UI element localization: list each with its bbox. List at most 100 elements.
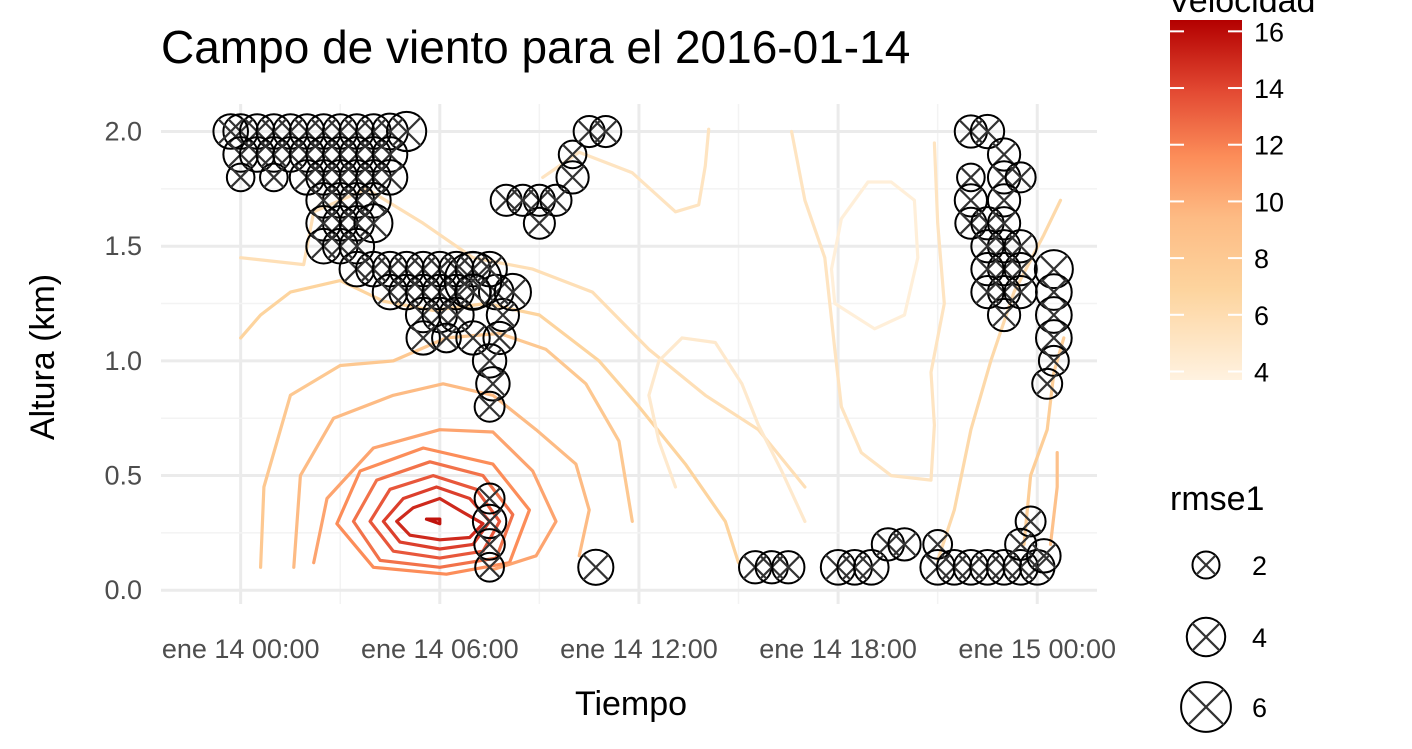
rmse-legend-key-cross	[1195, 554, 1217, 576]
rmse-marker	[589, 114, 623, 149]
rmse-marker-cross	[229, 166, 252, 189]
rmse-marker	[1004, 161, 1037, 194]
rmse-marker-circle	[474, 551, 505, 583]
rmse-marker-cross	[510, 188, 535, 213]
rmse-marker-cross	[1039, 254, 1069, 284]
rmse-marker-cross	[1008, 279, 1034, 305]
rmse-marker-circle	[1034, 319, 1073, 357]
rmse-marker-cross	[410, 325, 437, 351]
y-tick-label: 1.0	[104, 346, 142, 376]
rmse-marker-circle	[986, 183, 1022, 218]
rmse-marker-circle	[887, 527, 922, 562]
rmse-marker	[473, 390, 506, 423]
velocity-legend-title: Velocidad	[1168, 0, 1315, 20]
contour-line	[647, 336, 807, 524]
rmse-marker-cross	[476, 508, 503, 535]
rmse-marker	[1033, 249, 1074, 290]
y-tick-label: 1.5	[104, 231, 142, 261]
rmse-marker	[771, 550, 806, 585]
contour-line	[789, 129, 946, 482]
rmse-marker-circle	[405, 320, 441, 356]
rmse-marker-cross	[1008, 532, 1033, 557]
rmse-marker-cross	[582, 553, 610, 581]
rmse-legend-key-circle	[1191, 550, 1221, 580]
rmse-legend-keys: 2 4 6	[1180, 550, 1267, 733]
rmse-legend-key	[1185, 616, 1227, 658]
rmse-marker	[539, 183, 573, 217]
rmse-marker	[259, 162, 289, 193]
rmse-marker-cross	[358, 208, 388, 238]
rmse-legend-key-label: 2	[1252, 551, 1267, 581]
rmse-marker-circle	[853, 549, 890, 586]
rmse-marker-cross	[974, 118, 1001, 145]
rmse-marker-cross	[892, 531, 917, 557]
rmse-marker-circle	[1034, 296, 1073, 334]
rmse-marker-circle	[212, 113, 249, 150]
rmse-marker-cross	[217, 118, 244, 145]
rmse-marker-cross	[527, 188, 552, 213]
contour-line	[239, 187, 807, 489]
rmse-marker	[1034, 319, 1073, 357]
rmse-marker-circle	[482, 320, 517, 356]
rmse-marker-circle	[473, 482, 506, 515]
rmse-marker	[956, 162, 986, 193]
rmse-marker-cross	[477, 532, 502, 557]
rmse-marker-cross	[494, 188, 519, 213]
rmse-marker	[471, 343, 508, 379]
rmse-marker-cross	[991, 302, 1017, 328]
rmse-marker-circle	[259, 162, 289, 193]
rmse-marker-circle	[1003, 252, 1038, 287]
rmse-marker-cross	[391, 116, 422, 147]
rmse-marker-circle	[1033, 249, 1074, 290]
velocity-colorbar	[1170, 20, 1242, 380]
contour-line	[312, 428, 558, 572]
rmse-marker-cross	[487, 325, 512, 351]
rmse-marker	[1031, 367, 1064, 400]
rmse-marker	[1034, 296, 1073, 334]
velocity-legend-ticks: 4 6 8 10 12 14 16	[1170, 17, 1284, 387]
rmse-marker	[474, 551, 505, 583]
rmse-marker-circle	[1014, 505, 1047, 538]
rmse-marker	[557, 139, 588, 170]
colorbar-tick-label: 14	[1254, 74, 1284, 104]
rmse-marker	[454, 273, 492, 311]
rmse-marker	[493, 272, 532, 312]
rmse-marker	[853, 549, 890, 586]
rmse-marker-circle	[506, 183, 540, 217]
rmse-marker-circle	[1031, 367, 1064, 400]
rmse-markers	[212, 110, 1074, 586]
rmse-marker-cross	[478, 556, 501, 579]
rmse-marker-cross	[560, 165, 585, 190]
rmse-marker-cross	[1040, 301, 1068, 329]
rmse-marker	[1034, 273, 1073, 311]
y-tick-label: 2.0	[104, 117, 142, 147]
rmse-marker	[471, 503, 508, 540]
rmse-marker	[506, 183, 540, 217]
rmse-marker-cross	[478, 395, 502, 419]
x-tick-label: ene 14 12:00	[560, 634, 718, 664]
rmse-marker	[555, 160, 590, 195]
rmse-marker-circle	[225, 162, 256, 193]
rmse-marker-circle	[577, 548, 615, 586]
contour-line	[1022, 336, 1066, 547]
rmse-legend-key-circle	[1185, 616, 1227, 658]
axes: ene 14 00:00 ene 14 06:00 ene 14 12:00 ene …	[104, 117, 1116, 664]
rmse-marker-circle	[1004, 527, 1038, 561]
rmse-marker-circle	[557, 139, 588, 170]
contour-line	[351, 460, 515, 569]
rmse-marker	[405, 320, 441, 356]
rmse-marker-cross	[1031, 543, 1057, 569]
rmse-marker-cross	[960, 166, 982, 189]
rmse-marker-circle	[431, 322, 462, 354]
rmse-marker	[1026, 538, 1062, 574]
y-tick-label: 0.0	[104, 575, 142, 605]
colorbar-tick-label: 4	[1254, 357, 1269, 387]
y-tick-label: 0.5	[104, 461, 142, 491]
rmse-marker	[473, 528, 506, 561]
rmse-marker-cross	[593, 119, 618, 144]
rmse-marker-cross	[1040, 278, 1068, 306]
contour-line	[541, 127, 711, 214]
rmse-marker	[969, 113, 1006, 150]
velocity-legend: Velocidad 4 6 8 10 12 14 16	[1168, 0, 1315, 387]
